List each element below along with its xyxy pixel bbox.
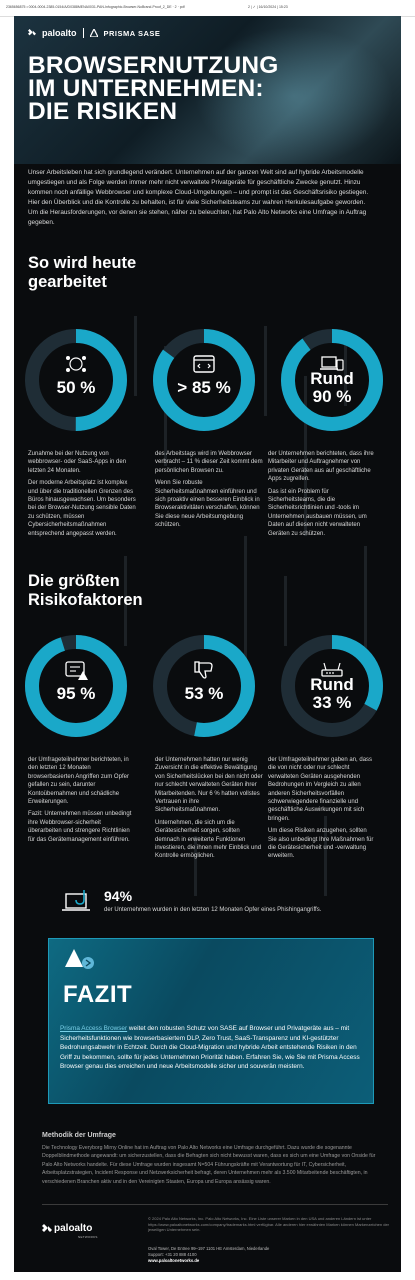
stat-ring-arc (25, 635, 127, 737)
methodology-heading: Methodik der Umfrage (42, 1132, 116, 1139)
stat-ring-graphic (153, 329, 255, 431)
stat-ring-53: 53 % (152, 634, 256, 738)
fazit-banner: FAZIT (48, 938, 374, 1104)
stat-description-33: der Umfrageteilnehmer gaben an, dass die… (268, 757, 374, 860)
stat-value: 95 % (56, 684, 96, 703)
footer-logo-text: paloalto (54, 1223, 93, 1234)
fazit-title: FAZIT (63, 981, 133, 1008)
prisma-access-browser-link[interactable]: Prisma Access Browser (60, 1025, 128, 1032)
phishing-stat: 94% der Unternehmen wurden in den letzte… (62, 888, 382, 920)
address: Oval Tower, De Entree 99–197 1101 HE Ams… (148, 1246, 270, 1251)
stat-description-53: der Unternehmen hatten nur wenig Zuversi… (155, 757, 263, 860)
title-line-1: BROWSERNUTZUNG (28, 52, 279, 79)
stat-ring-graphic (25, 635, 127, 737)
paloalto-logo-icon (28, 29, 36, 36)
stat-ring-arc (281, 635, 383, 737)
stat-ring-graphic (281, 329, 383, 431)
legal-text: © 2024 Palo Alto Networks, Inc. Palo Alt… (148, 1216, 390, 1233)
stat-ring-arc (153, 329, 255, 431)
stat-description-95: der Umfrageteilnehmer berichteten, in de… (28, 757, 132, 843)
prisma-sase-logo-text: PRISMA SASE (103, 28, 161, 38)
stat-ring-33: Rund 33 % (280, 634, 384, 738)
stat-value: > 85 % (177, 378, 231, 397)
browser-window-icon (193, 355, 215, 373)
stat-description-90: der Unternehmen berichteten, dass ihre M… (268, 451, 374, 537)
title-line-2: IM UNTERNEHMEN: (28, 75, 264, 102)
stat-description-85: des Arbeitstags wird im Webbrowser verbr… (155, 451, 263, 529)
stat-ring-graphic (25, 329, 127, 431)
support-phone: Support: +31 20 888 4100 (148, 1252, 197, 1257)
devices-icon (320, 356, 344, 371)
stat-ring-graphic (281, 635, 383, 737)
section-heading-risks: Die größten Risikofaktoren (28, 572, 143, 609)
phishing-value: 94% (104, 888, 133, 904)
prisma-logo-icon (89, 29, 98, 37)
footer-logo-subtext: NETWORKS (78, 1235, 98, 1239)
contact-block: Oval Tower, De Entree 99–197 1101 HE Ams… (148, 1246, 348, 1264)
footer-logo: paloalto NETWORKS (42, 1220, 102, 1246)
cloud-apps-icon (66, 356, 86, 372)
prisma-access-logo-icon (65, 949, 94, 969)
stat-ring-arc (25, 329, 127, 431)
intro-paragraph: Unser Arbeitsleben hat sich grundlegend … (28, 169, 369, 226)
stat-ring-graphic (153, 635, 255, 737)
print-info-strip: 2365656875 • 0004-0004-2385-0154/A/D0388… (0, 0, 415, 17)
print-info-left: 2365656875 • 0004-0004-2385-0154/A/D0388… (6, 5, 185, 9)
print-info-mid: 2 | ✓ | 16/10/2024 | 15:23 (248, 5, 288, 9)
stat-description-50: Zunahme bei der Nutzung von webbrowser- … (28, 451, 136, 537)
logo-separator (82, 28, 84, 38)
stat-value: Rund 33 % (310, 675, 354, 712)
router-icon (321, 662, 343, 677)
infographic-poster: paloalto PRISMA SASE BROWSERNUTZUNG IM U… (14, 16, 401, 1272)
section-heading-work: So wird heute gearbeitet (28, 254, 137, 291)
stat-value: 50 % (56, 378, 96, 397)
phishing-hook-icon (62, 890, 90, 911)
stat-ring-arc (153, 635, 255, 737)
stat-ring-95: 95 % (24, 634, 128, 738)
stat-value: Rund 90 % (310, 369, 354, 406)
fazit-paragraph: Prisma Access Browser weitet den robuste… (60, 1025, 360, 1071)
header-logos: paloalto PRISMA SASE (28, 26, 160, 40)
hero-banner: paloalto PRISMA SASE BROWSERNUTZUNG IM U… (14, 16, 401, 166)
hero-glow (194, 26, 394, 166)
warning-window-icon (65, 661, 88, 680)
phishing-text: der Unternehmen wurden in den letzten 12… (104, 907, 322, 913)
footer-divider (42, 1204, 388, 1205)
stat-value: 53 % (184, 684, 224, 703)
stat-ring-90: Rund 90 % (280, 328, 384, 432)
methodology-text: Die Technology Everyborg Mirny Online ha… (42, 1145, 376, 1185)
stat-ring-50: 50 % (24, 328, 128, 432)
stat-ring-arc (281, 329, 383, 431)
stat-ring-85: > 85 % (152, 328, 256, 432)
title-line-3: DIE RISIKEN (28, 98, 178, 125)
website-link[interactable]: www.paloaltonetworks.de (148, 1258, 200, 1263)
thumbs-down-icon (194, 661, 213, 679)
paloalto-logo-icon (42, 1224, 52, 1232)
page-title: BROWSERNUTZUNG IM UNTERNEHMEN: DIE RISIK… (28, 52, 368, 125)
paloalto-logo-text: paloalto (42, 28, 77, 38)
